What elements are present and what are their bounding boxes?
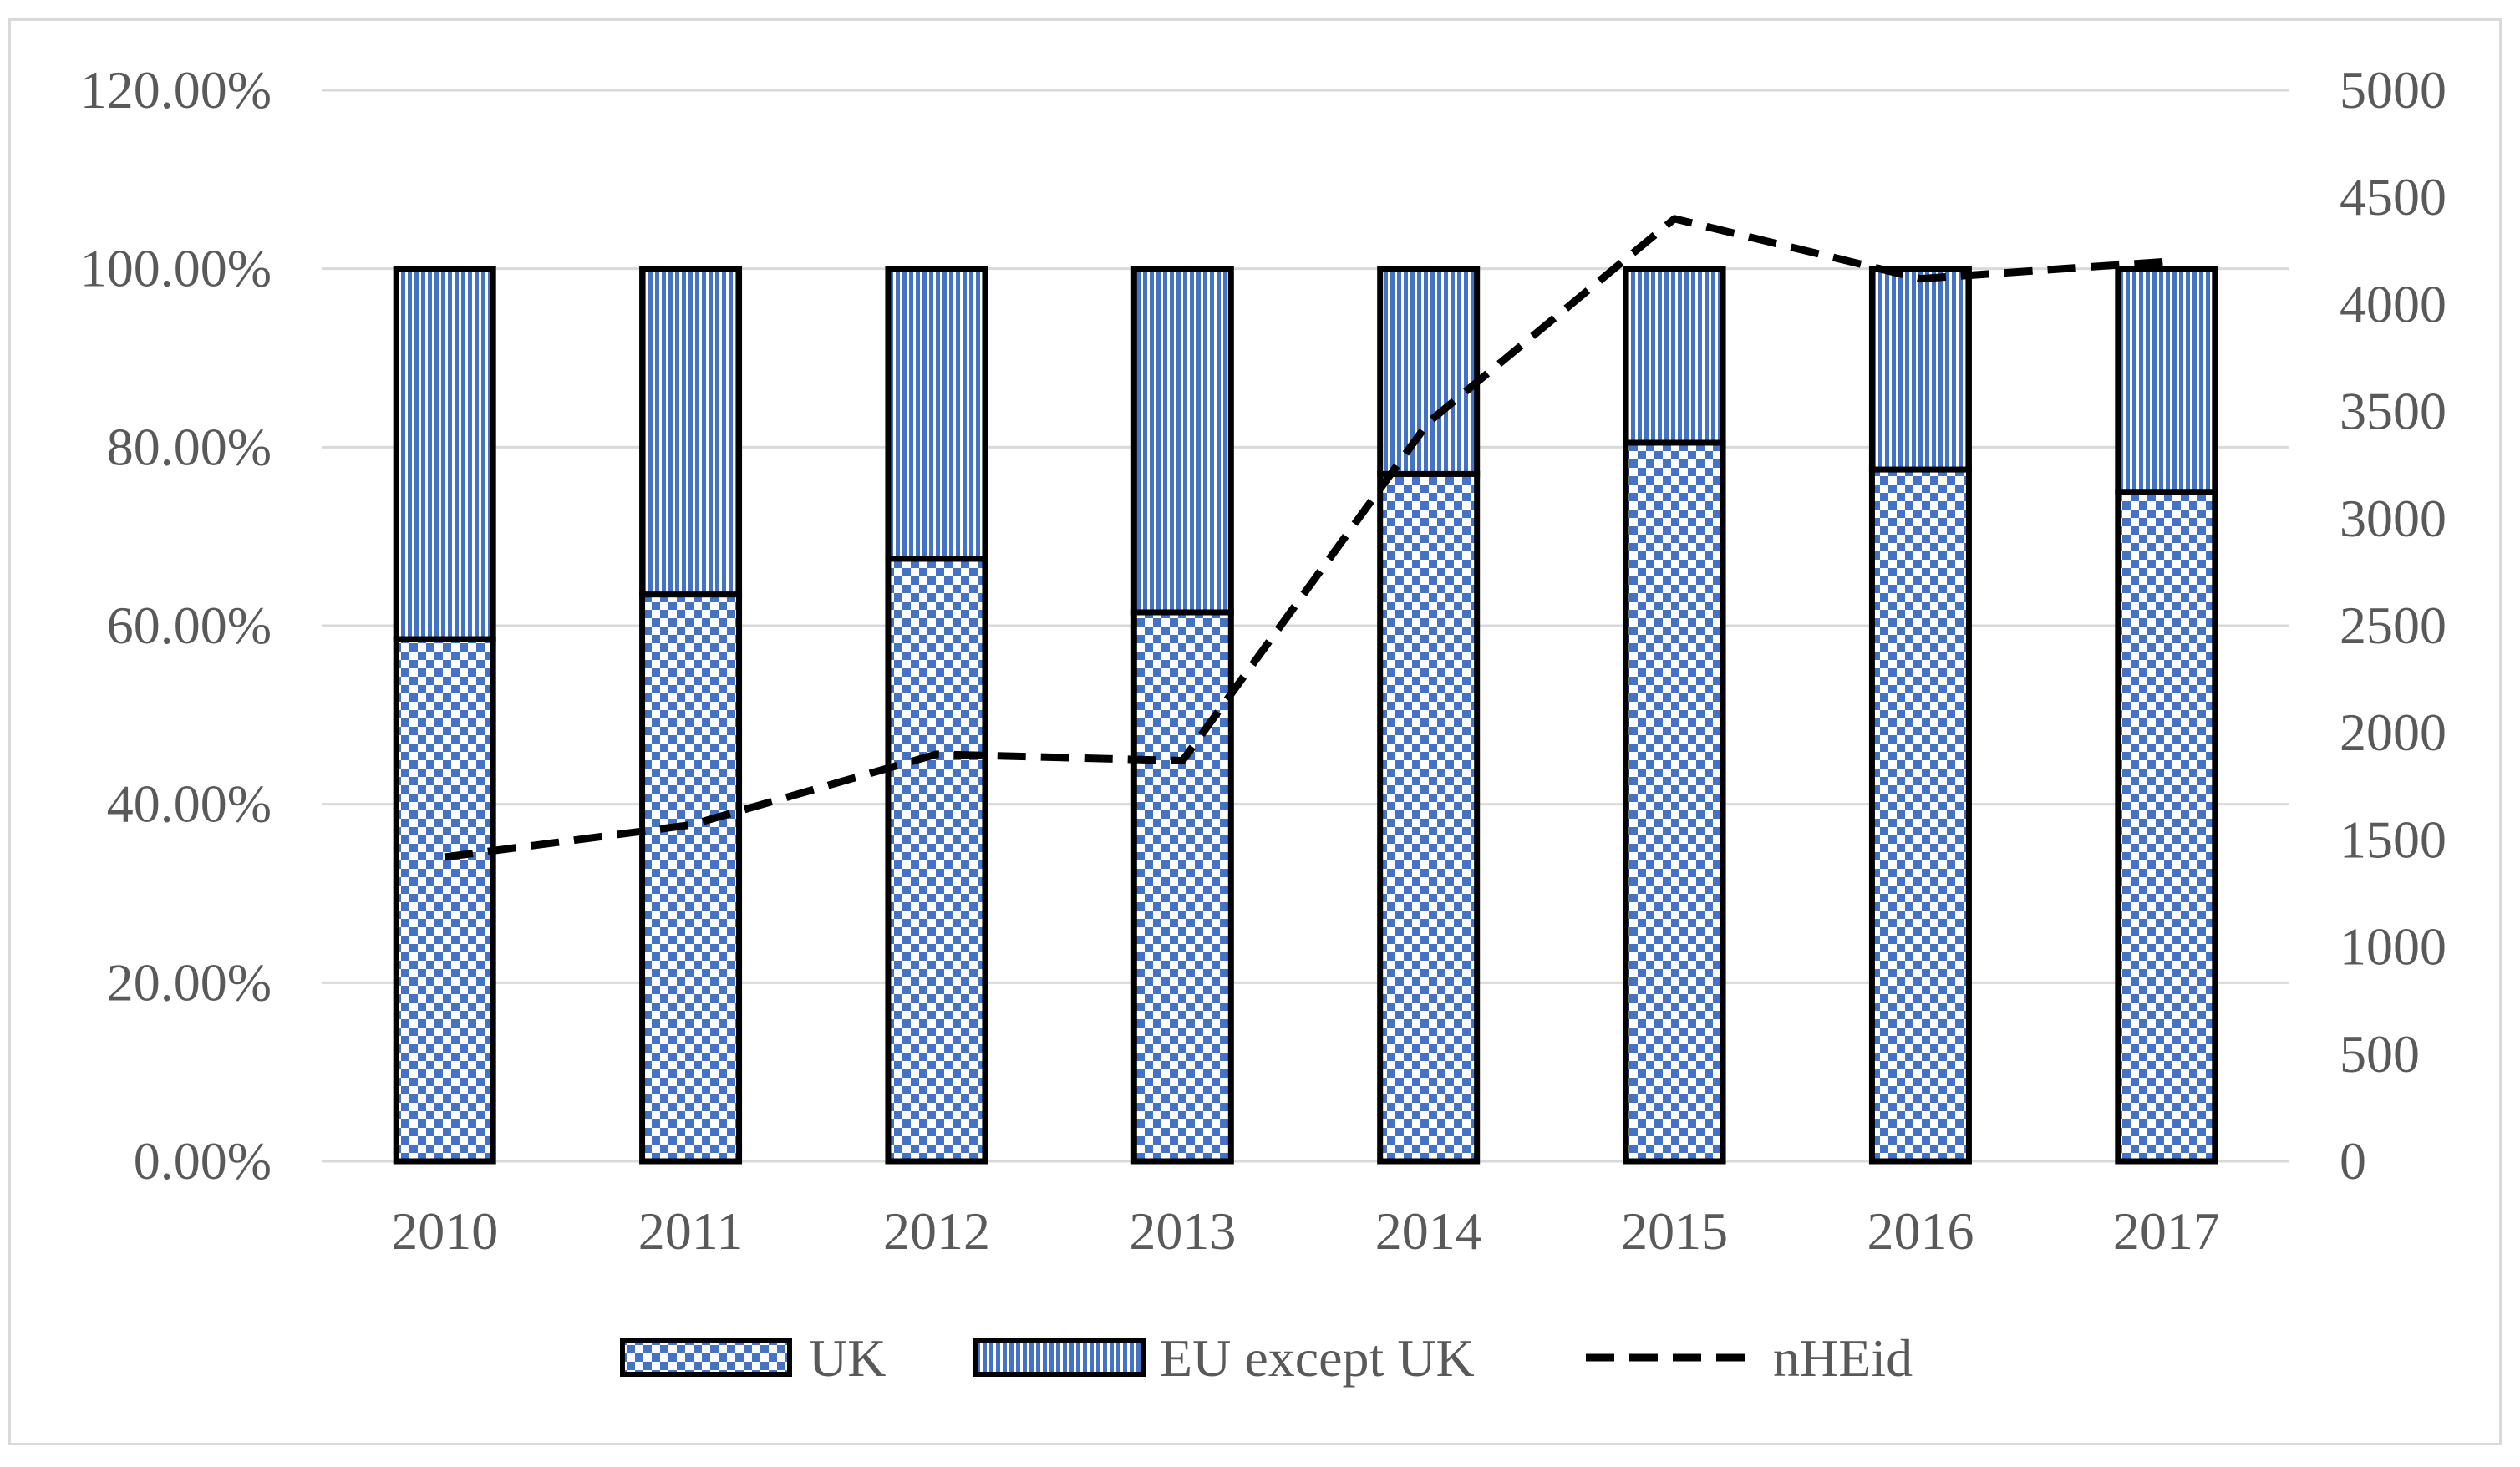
left-tick-label: 40.00% (107, 774, 272, 834)
x-axis: 2010 2011 2012 2013 2014 2015 2016 2017 (391, 1201, 2220, 1261)
line-series (444, 215, 2167, 861)
right-tick-label: 0 (2340, 1131, 2366, 1190)
right-tick-label: 2000 (2340, 703, 2446, 762)
left-tick-label: 20.00% (107, 952, 272, 1012)
bar-uk-2012 (885, 556, 988, 1165)
x-tick-label: 2012 (883, 1201, 990, 1261)
bar-uk-2015 (1623, 439, 1726, 1165)
x-tick-label: 2013 (1129, 1201, 1236, 1261)
bar-eu-except-uk-2011 (639, 266, 743, 598)
legend-swatch-eu-except-uk (973, 1338, 1146, 1377)
right-tick-label: 500 (2340, 1024, 2420, 1084)
left-tick-label: 80.00% (107, 417, 272, 476)
bar-eu-except-uk-2015 (1623, 266, 1726, 446)
bar-uk-2017 (2115, 489, 2218, 1165)
right-axis: 0 500 1000 1500 2000 2500 3000 3500 4000 4500 5000 (2340, 60, 2446, 1190)
x-tick-label: 2010 (391, 1201, 498, 1261)
bar-eu-except-uk-2017 (2115, 266, 2218, 495)
right-tick-label: 3000 (2340, 489, 2446, 548)
legend-label-uk: UK (809, 1328, 886, 1388)
bar-eu-except-uk-2016 (1868, 266, 1972, 473)
bar-eu-except-uk-2013 (1130, 266, 1234, 616)
x-tick-label: 2011 (638, 1201, 744, 1261)
gridlines (322, 89, 2289, 1163)
left-tick-label: 0.00% (134, 1131, 272, 1190)
bar-eu-except-uk-2012 (885, 266, 988, 562)
legend-label-nheid: nHEid (1773, 1328, 1913, 1388)
bar-uk-2016 (1868, 466, 1972, 1165)
bar-eu-except-uk-2010 (393, 266, 496, 642)
right-tick-label: 4000 (2340, 274, 2446, 333)
right-tick-label: 1500 (2340, 810, 2446, 869)
x-tick-label: 2016 (1867, 1201, 1974, 1261)
left-tick-label: 100.00% (80, 239, 272, 298)
bar-eu-except-uk-2014 (1377, 266, 1481, 477)
x-tick-label: 2017 (2113, 1201, 2220, 1261)
line-nheid (444, 215, 2167, 861)
bar-uk-2010 (393, 636, 496, 1165)
right-tick-label: 5000 (2340, 60, 2446, 119)
right-tick-label: 1000 (2340, 917, 2446, 977)
x-tick-label: 2014 (1375, 1201, 1482, 1261)
bar-uk-2014 (1377, 470, 1481, 1165)
legend-swatch-uk (620, 1338, 792, 1377)
right-tick-label: 4500 (2340, 167, 2446, 226)
legend-label-eu-except-uk: EU except UK (1160, 1328, 1475, 1388)
bars (393, 266, 2218, 1165)
legend: UK EU except UK nHEid (620, 1328, 1913, 1388)
x-tick-label: 2015 (1621, 1201, 1728, 1261)
bar-uk-2013 (1130, 609, 1234, 1165)
left-tick-label: 120.00% (80, 60, 272, 119)
right-tick-label: 2500 (2340, 596, 2446, 655)
left-axis: 0.00% 20.00% 40.00% 60.00% 80.00% 100.00% 120.… (80, 60, 272, 1190)
right-tick-label: 3500 (2340, 382, 2446, 441)
left-tick-label: 60.00% (107, 596, 272, 655)
bar-uk-2011 (639, 591, 743, 1165)
